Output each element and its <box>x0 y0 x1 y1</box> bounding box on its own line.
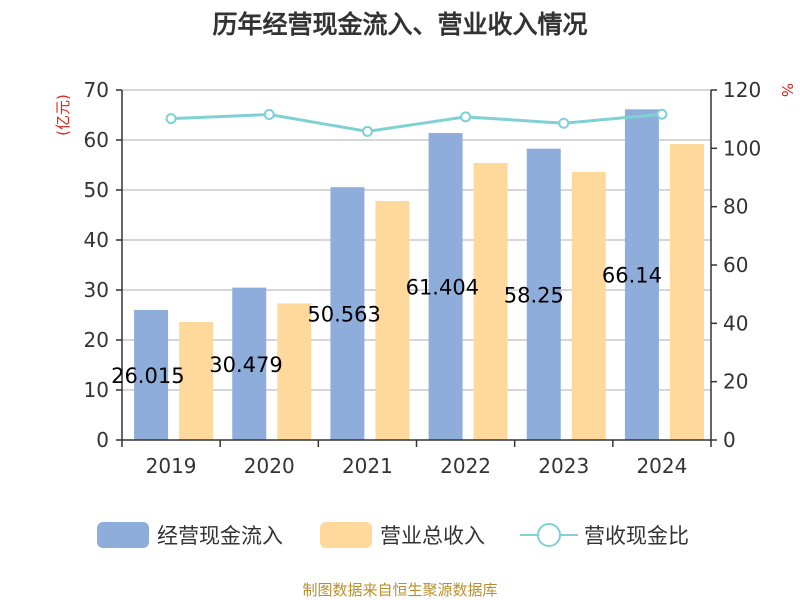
bar-cashflow <box>134 309 169 440</box>
ratio-point <box>361 125 373 137</box>
left-axis-unit: (亿元) <box>54 94 72 136</box>
right-axis-tick-label: 0 <box>723 428 736 452</box>
legend-label-cashflow: 经营现金流入 <box>157 524 283 548</box>
legend-item-ratio[interactable]: 营收现金比 <box>520 523 689 548</box>
chart-title: 历年经营现金流入、营业收入情况 <box>212 10 587 39</box>
legend-swatch-revenue <box>320 522 372 548</box>
legend-label-revenue: 营业总收入 <box>380 524 485 548</box>
left-axis-tick-label: 60 <box>84 128 109 152</box>
left-axis-tick-label: 20 <box>84 328 109 352</box>
x-axis-tick-label: 2024 <box>636 454 687 478</box>
bar-cashflow <box>428 132 463 441</box>
left-axis-tick-label: 70 <box>84 78 109 102</box>
right-axis-tick-label: 60 <box>723 253 748 277</box>
bar-revenue <box>571 172 606 440</box>
legend-item-revenue[interactable]: 营业总收入 <box>320 522 485 548</box>
right-axis-unit: % <box>778 83 796 97</box>
x-axis-tick-label: 2022 <box>440 454 491 478</box>
bar-cashflow <box>330 187 365 440</box>
x-axis-tick-label: 2019 <box>146 454 197 478</box>
data-label-cashflow: 61.404 <box>406 275 479 299</box>
data-label-cashflow: 26.015 <box>111 364 184 388</box>
ratio-line-path <box>171 112 663 133</box>
x-axis-tick-label: 2020 <box>244 454 295 478</box>
data-label-cashflow: 66.14 <box>602 264 662 288</box>
axes: 0 10 20 30 40 50 60 70 0 20 40 60 80 100 120 2019 2020 20… <box>84 78 762 478</box>
right-axis-tick-label: 40 <box>723 311 748 335</box>
right-axis-tick-label: 80 <box>723 195 748 219</box>
bars <box>134 109 704 441</box>
bar-cashflow <box>624 109 659 441</box>
x-axis-tick-label: 2023 <box>538 454 589 478</box>
ratio-point <box>263 109 275 120</box>
gridlines <box>122 89 711 391</box>
ratio-point <box>656 108 668 120</box>
data-label-cashflow: 50.563 <box>307 303 380 327</box>
ratio-point <box>460 111 472 123</box>
bar-revenue <box>375 201 410 440</box>
left-axis-tick-label: 30 <box>84 278 109 302</box>
source-note: 制图数据来自恒生聚源数据库 <box>302 581 497 599</box>
legend-swatch-cashflow <box>97 522 149 548</box>
data-label-cashflow: 58.25 <box>504 283 564 307</box>
left-axis-tick-label: 50 <box>84 178 109 202</box>
data-labels: 26.015 30.479 50.563 61.404 58.25 66.14 <box>111 264 662 388</box>
right-axis-tick-label: 20 <box>723 370 748 394</box>
bar-revenue <box>669 144 704 440</box>
legend-marker-ratio <box>537 523 561 547</box>
right-axis-tick-label: 100 <box>723 136 761 160</box>
legend: 经营现金流入 营业总收入 营收现金比 <box>97 522 689 548</box>
legend-item-cashflow[interactable]: 经营现金流入 <box>97 522 283 548</box>
data-label-cashflow: 30.479 <box>209 353 282 377</box>
bar-revenue <box>473 163 508 440</box>
ratio-point <box>165 113 177 125</box>
left-axis-tick-label: 0 <box>96 428 109 452</box>
right-axis-tick-label: 120 <box>723 78 761 102</box>
legend-label-ratio: 营收现金比 <box>584 524 689 548</box>
left-axis-tick-label: 10 <box>84 378 109 402</box>
bar-cashflow <box>232 287 267 440</box>
bar-revenue <box>179 322 214 440</box>
bar-revenue <box>277 303 312 440</box>
ratio-point <box>558 117 570 129</box>
x-axis-tick-label: 2021 <box>342 454 393 478</box>
ratio-line <box>165 108 668 137</box>
left-axis-tick-label: 40 <box>84 228 109 252</box>
bar-cashflow <box>526 148 561 440</box>
